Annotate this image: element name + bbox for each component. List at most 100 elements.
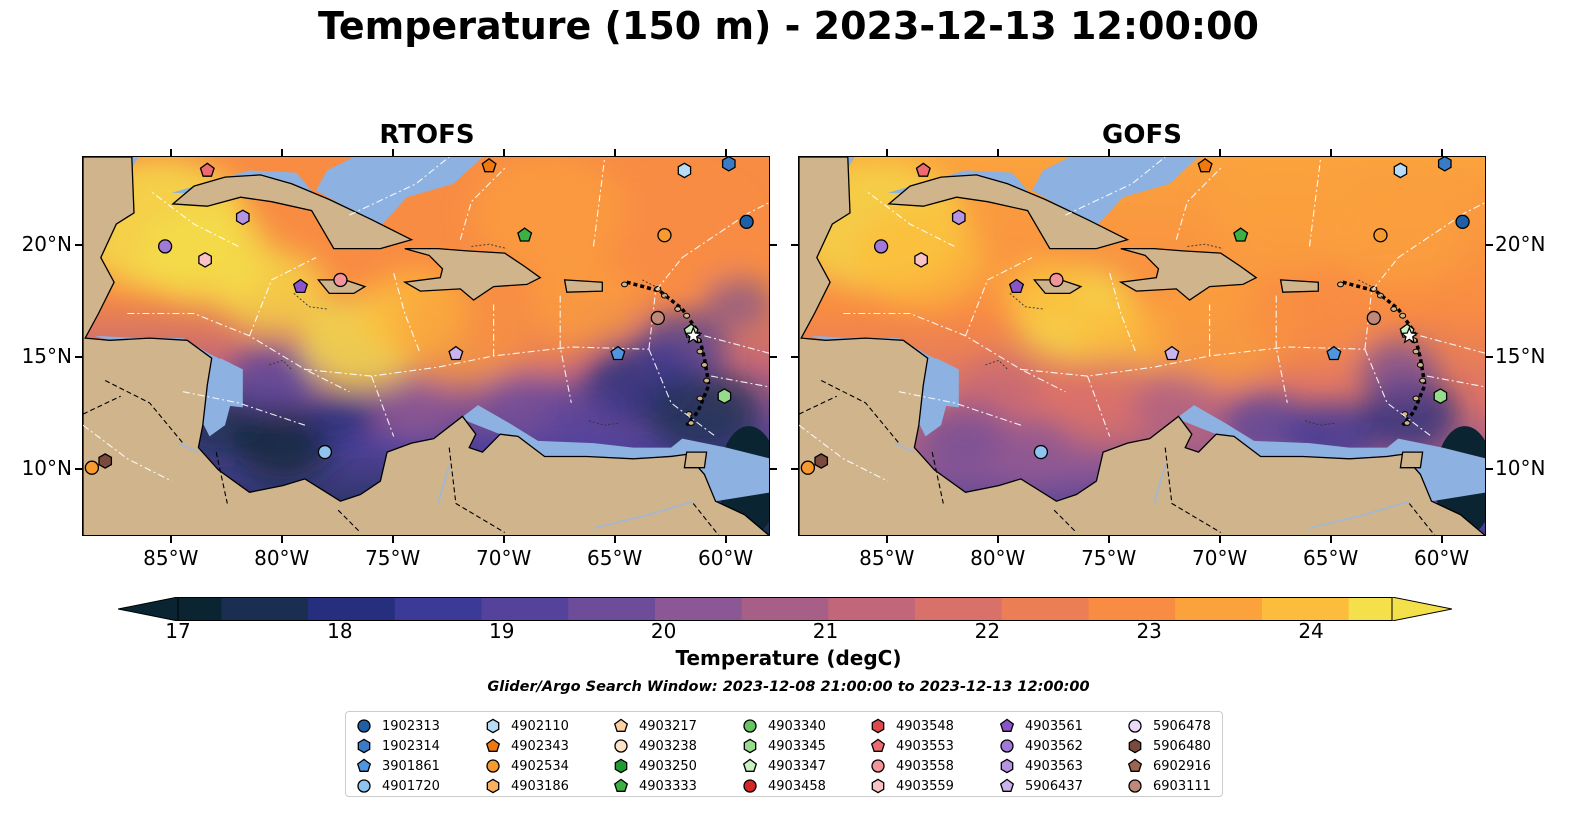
legend-label: 4902110 — [511, 718, 569, 734]
float-marker-4902534 — [657, 228, 672, 243]
legend-entry-4903553: 4903553 — [870, 736, 954, 756]
float-marker-4903558 — [1049, 272, 1064, 288]
lon-tick-label: 65°W — [1303, 546, 1359, 570]
legend-entry-4903333: 4903333 — [613, 776, 697, 796]
lat-tick-mark — [791, 356, 798, 359]
circle-marker-icon — [614, 739, 628, 753]
temperature-colorbar — [118, 597, 1452, 621]
legend-entry-4903563: 4903563 — [999, 756, 1083, 776]
legend-label: 4902343 — [511, 738, 569, 754]
float-marker-4903345 — [717, 388, 732, 405]
float-marker-4902534 — [84, 460, 100, 475]
depth-contours — [985, 243, 1386, 426]
rivers — [894, 442, 1410, 529]
lat-tick-mark — [75, 356, 82, 359]
lat-tick-mark — [75, 467, 82, 470]
legend-entry-4903558: 4903558 — [870, 756, 954, 776]
lon-tick-label: 75°W — [1081, 546, 1137, 570]
colorbar-segment — [741, 597, 786, 621]
lon-tick-mark-top — [885, 149, 888, 156]
lon-tick-mark — [1440, 536, 1443, 543]
colorbar-tick-label: 17 — [165, 619, 191, 643]
colorbar-segment — [1261, 597, 1306, 621]
legend-marker-6902916 — [1127, 758, 1143, 772]
pentagon-marker-icon — [485, 738, 501, 752]
float-marker-4903561 — [1008, 278, 1025, 294]
circle-marker-icon — [743, 779, 757, 793]
legend-entry-4902110: 4902110 — [485, 716, 569, 736]
circle-marker-icon — [486, 759, 500, 773]
legend-label: 4902534 — [511, 758, 569, 774]
float-marker-4903563 — [235, 209, 250, 226]
colorbar-segment — [698, 597, 743, 621]
float-marker-5906437 — [1164, 345, 1180, 361]
lon-tick-mark — [885, 536, 888, 543]
colorbar-tick-label: 18 — [327, 619, 353, 643]
lon-tick-mark-top — [1107, 149, 1110, 156]
legend-label: 5906437 — [1025, 778, 1083, 794]
lon-tick-mark-top — [1329, 149, 1332, 156]
hexagon-marker-icon — [1128, 738, 1142, 754]
float-marker-4903559 — [914, 251, 928, 268]
legend-label: 4903250 — [639, 758, 697, 774]
float-legend: 1902313 1902314 3901861 4901720 4902110 49023… — [345, 711, 1223, 797]
lat-tick-mark — [791, 244, 798, 247]
float-marker-5906480 — [814, 453, 829, 469]
float-marker-1902313 — [739, 214, 754, 229]
colorbar-tick-label: 20 — [650, 619, 677, 643]
legend-marker-6903111 — [1128, 779, 1142, 793]
legend-label: 6903111 — [1153, 778, 1211, 794]
colorbar-tick-label: 22 — [974, 619, 1001, 643]
map-svg-gofs — [799, 157, 1485, 535]
circle-marker-icon — [1000, 739, 1014, 753]
colorbar-segment — [1088, 597, 1133, 621]
float-marker-4903562 — [873, 239, 889, 254]
lon-tick-mark-top — [1440, 149, 1443, 156]
float-marker-5906437 — [448, 345, 464, 361]
lon-tick-label: 70°W — [476, 546, 532, 570]
legend-entry-4902534: 4902534 — [485, 756, 569, 776]
legend-marker-4901720 — [357, 779, 371, 793]
lat-tick-mark — [1486, 467, 1493, 470]
legend-marker-5906437 — [999, 778, 1015, 792]
float-markers — [84, 157, 754, 475]
map-panel-rtofs[interactable] — [82, 156, 770, 536]
map-panel-gofs[interactable] — [798, 156, 1486, 536]
legend-entry-5906437: 5906437 — [999, 776, 1083, 796]
lat-tick-label-left: 15°N — [21, 344, 72, 369]
float-marker-4902110 — [677, 162, 692, 179]
float-marker-4902534 — [1373, 228, 1388, 243]
legend-marker-4903186 — [486, 778, 500, 794]
legend-label: 4903340 — [768, 718, 826, 734]
lon-tick-mark-top — [996, 149, 999, 156]
circle-marker-icon — [1128, 779, 1142, 793]
colorbar-segment — [524, 597, 569, 621]
lon-tick-mark — [280, 536, 283, 543]
legend-marker-4903333 — [613, 778, 629, 792]
legend-marker-4903562 — [1000, 739, 1014, 753]
legend-label: 4903562 — [1025, 738, 1083, 754]
legend-entry-5906478: 5906478 — [1127, 716, 1211, 736]
legend-marker-4903559 — [871, 778, 885, 794]
float-marker-4903561 — [292, 278, 309, 294]
legend-label: 4903559 — [896, 778, 954, 794]
rivers — [178, 442, 694, 529]
lon-tick-mark — [996, 536, 999, 543]
legend-marker-4902343 — [485, 738, 501, 752]
lon-tick-label: 75°W — [365, 546, 421, 570]
legend-marker-5906480 — [1128, 738, 1142, 754]
legend-label: 3901861 — [382, 758, 440, 774]
float-marker-4901720 — [1033, 444, 1049, 460]
colorbar-segment — [1348, 597, 1393, 621]
legend-label: 4903558 — [896, 758, 954, 774]
lon-tick-label: 80°W — [970, 546, 1026, 570]
lat-tick-mark — [1486, 356, 1493, 359]
legend-label: 1902313 — [382, 718, 440, 734]
colorbar-segment — [481, 597, 526, 621]
land-masses — [83, 157, 769, 535]
colorbar-segment — [308, 597, 353, 621]
legend-marker-4903250 — [614, 758, 628, 774]
legend-entry-4901720: 4901720 — [356, 776, 440, 796]
colorbar-segment — [438, 597, 483, 621]
legend-marker-4903561 — [999, 718, 1015, 732]
